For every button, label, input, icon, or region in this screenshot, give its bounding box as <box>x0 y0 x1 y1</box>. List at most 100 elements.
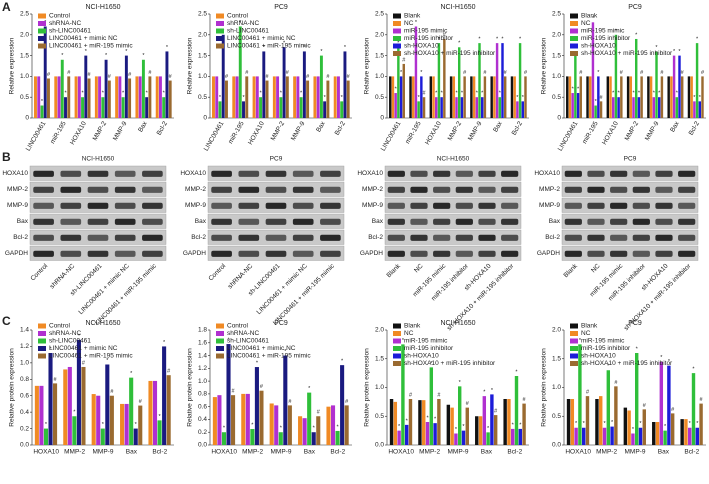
x-tick-label: MMP-9 <box>290 120 307 142</box>
significance-marker: # <box>701 70 705 76</box>
bar <box>631 433 635 445</box>
legend-swatch <box>38 36 46 41</box>
bar <box>422 400 426 445</box>
blot-band <box>478 250 496 257</box>
significance-marker: * <box>478 37 481 43</box>
bar <box>81 366 86 445</box>
blot-title: PC9 <box>624 156 637 163</box>
bar <box>67 76 71 118</box>
y-tick-label: 2.0 <box>375 327 384 334</box>
bar <box>454 433 458 445</box>
bar <box>670 76 673 118</box>
y-tick-label: 0.2 <box>198 429 207 436</box>
legend-label: miR-195 mimic <box>581 28 625 35</box>
bar <box>589 76 592 118</box>
blot-band <box>587 202 605 209</box>
x-tick-label: Bcl-2 <box>507 449 522 456</box>
significance-marker: * <box>676 91 679 97</box>
significance-marker: # <box>524 70 528 76</box>
significance-marker: * <box>435 91 438 97</box>
blot-band <box>501 202 519 209</box>
blot-row-label: Bcl-2 <box>13 234 28 241</box>
significance-marker: * <box>459 380 462 386</box>
bar <box>460 97 464 118</box>
blot-band <box>211 202 232 209</box>
significance-marker: * <box>615 28 618 34</box>
blot-band <box>114 250 136 257</box>
x-tick-label: Bcl-2 <box>511 120 525 137</box>
significance-marker: * <box>219 95 222 101</box>
legend-swatch <box>216 338 224 344</box>
bar <box>274 405 279 445</box>
bar <box>231 395 236 445</box>
blot-band <box>610 170 628 177</box>
significance-marker: * <box>142 53 145 59</box>
chart-title: PC9 <box>274 4 288 11</box>
blot-row-label: MMP-9 <box>539 202 560 209</box>
significance-marker: * <box>135 422 138 428</box>
bar <box>401 344 405 445</box>
legend-swatch <box>570 361 578 366</box>
blot-band <box>587 170 605 177</box>
chart-title: NCI-H1650 <box>440 4 475 11</box>
bar <box>412 76 415 118</box>
bar <box>655 51 658 118</box>
x-tick-label: MMP-2 <box>64 449 85 456</box>
bar <box>578 344 582 445</box>
x-tick-label: HOXA10 <box>601 120 620 146</box>
bar <box>282 47 286 118</box>
significance-marker: * <box>398 424 401 430</box>
bar <box>652 422 656 445</box>
bar <box>404 424 409 445</box>
chart-title: PC9 <box>628 320 642 327</box>
legend-label: miR-195 inhibitor <box>581 35 631 42</box>
legend-swatch <box>570 323 578 329</box>
significance-marker: # <box>463 70 467 76</box>
significance-marker: * <box>673 49 676 55</box>
significance-marker: # <box>54 377 58 383</box>
significance-marker: # <box>108 74 112 80</box>
bar <box>157 420 162 445</box>
bar <box>425 422 430 445</box>
chart-title: PC9 <box>628 4 642 11</box>
blot-lane-label: Blank <box>563 262 580 279</box>
bar <box>166 375 171 445</box>
bar <box>242 101 245 118</box>
blot-band <box>564 202 582 209</box>
bar <box>486 432 490 445</box>
significance-marker: * <box>320 49 323 55</box>
legend-swatch <box>216 36 224 41</box>
bar <box>57 76 61 118</box>
blot-band <box>265 234 287 241</box>
blot-band <box>33 234 54 241</box>
significance-marker: * <box>341 359 344 365</box>
y-axis-label: Relative expression <box>541 37 548 94</box>
blot-band <box>433 202 451 209</box>
chart-title: NCI-H1650 <box>85 4 120 11</box>
significance-marker: * <box>159 414 162 420</box>
significance-marker: # <box>614 380 618 386</box>
legend-label: shRNA-NC <box>49 20 81 27</box>
bar <box>94 76 98 118</box>
bar <box>53 383 58 445</box>
bar <box>335 430 340 445</box>
legend-label: sh-HOXA10 <box>404 353 439 360</box>
bar <box>458 386 462 445</box>
legend-label: Control <box>49 323 71 330</box>
significance-marker: * <box>639 421 642 427</box>
legend-swatch <box>393 51 401 56</box>
y-tick-label: 1.0 <box>375 384 384 391</box>
legend-swatch <box>393 338 401 344</box>
y-axis-label: Relative protein expression <box>364 348 371 427</box>
bar <box>437 399 441 445</box>
bar <box>319 55 323 118</box>
significance-marker: * <box>341 95 344 101</box>
blot-band <box>678 202 696 209</box>
significance-marker: # <box>523 397 527 403</box>
significance-marker: # <box>483 70 487 76</box>
bar <box>76 339 81 445</box>
blot-strip <box>384 229 522 245</box>
legend-swatch <box>216 21 224 26</box>
blot-row-label: MMP-9 <box>362 202 383 209</box>
bar <box>87 78 91 118</box>
